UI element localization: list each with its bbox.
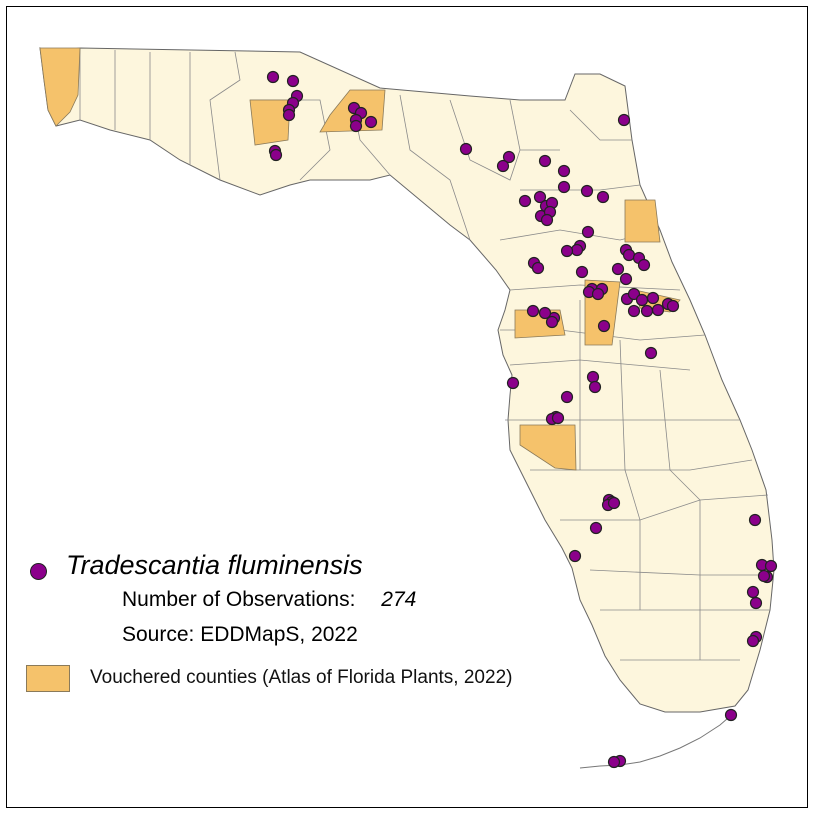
observation-point [637,258,651,272]
observation-point [286,74,300,88]
observation-point [586,370,600,384]
observation-point [540,213,554,227]
observation-point [560,244,574,258]
observation-point [545,315,559,329]
observation-point [757,569,771,583]
observation-point [611,262,625,276]
observation-point [502,150,516,164]
observations-count: 274 [381,588,417,611]
observation-point [581,225,595,239]
county-line [569,109,632,141]
observation-point [746,585,760,599]
observation-point [640,304,654,318]
observation-point [364,115,378,129]
observation-point [622,248,636,262]
observation-point [533,190,547,204]
county-line [520,184,641,191]
florida-land [39,47,775,713]
vouchered-swatch [26,665,70,692]
observation-point [557,164,571,178]
observation-point [568,549,582,563]
observation-point [644,346,658,360]
vouchered-county [39,47,81,127]
vouchered-county [624,199,661,243]
observation-point [619,272,633,286]
observation-point [531,261,545,275]
species-name: Tradescantia fluminensis [66,550,363,580]
keys-chain [579,711,736,769]
observation-point [764,559,778,573]
county-line [619,339,641,610]
observation-point [646,291,660,305]
observation-point [560,390,574,404]
observation-point [617,113,631,127]
observation-point [749,596,763,610]
observation-point [459,142,473,156]
source-line: Source: EDDMapS, 2022 [122,623,358,646]
observation-point [518,194,532,208]
county-line [399,94,471,241]
observation-point [666,299,680,313]
county-line [449,99,560,181]
observation-marker-icon [30,563,47,580]
county-line [209,51,241,181]
observation-point [557,180,571,194]
observation-point [651,303,665,317]
vouchered-counties [39,47,681,471]
county-line [560,494,769,521]
observation-point [506,376,520,390]
observation-point [635,293,649,307]
observation-point [269,148,283,162]
florida-keys [579,711,736,769]
observation-point [746,634,760,648]
observation-point [551,411,565,425]
vouchered-county [249,99,291,146]
map-frame [6,6,808,808]
state-outline [39,47,775,713]
observation-point [607,496,621,510]
observation-point [580,184,594,198]
observation-point [266,70,280,84]
observation-point [589,521,603,535]
observations-label: Number of Observations: [122,588,356,611]
observation-point [597,319,611,333]
observation-points [266,70,778,769]
vouchered-county [519,424,577,471]
observation-point [596,190,610,204]
observation-point [575,265,589,279]
observation-point [538,154,552,168]
observation-point [282,108,296,122]
observation-point [724,708,738,722]
observation-point [627,304,641,318]
observation-point [538,306,552,320]
vouchered-legend-label: Vouchered counties (Atlas of Florida Pla… [90,667,513,688]
county-line [509,284,681,291]
county-line [659,369,701,660]
observation-point [588,380,602,394]
observation-point [627,287,641,301]
observation-point [607,755,621,769]
observation-point [570,243,584,257]
observations-count-line: Number of Observations: 274 [122,588,416,612]
observation-point [349,119,363,133]
county-line [530,459,753,471]
observation-point [526,304,540,318]
county-line [509,99,521,151]
observation-point [748,513,762,527]
observation-point [496,159,510,173]
observation-point [591,287,605,301]
